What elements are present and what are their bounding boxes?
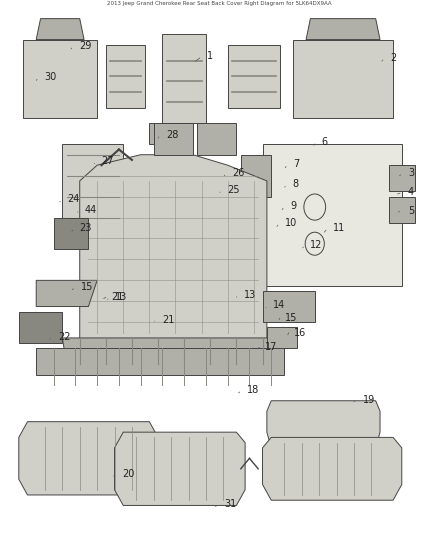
Text: 23: 23 bbox=[80, 223, 92, 233]
Text: 16: 16 bbox=[294, 328, 306, 338]
Polygon shape bbox=[62, 338, 276, 364]
Text: 9: 9 bbox=[290, 201, 296, 211]
Polygon shape bbox=[36, 349, 284, 375]
Text: 26: 26 bbox=[232, 168, 244, 178]
Text: 19: 19 bbox=[363, 395, 375, 405]
Polygon shape bbox=[19, 422, 158, 495]
Polygon shape bbox=[53, 217, 88, 249]
Text: 11: 11 bbox=[333, 223, 345, 233]
Text: 30: 30 bbox=[44, 72, 57, 82]
Polygon shape bbox=[80, 155, 267, 343]
Text: 13: 13 bbox=[244, 290, 257, 300]
Polygon shape bbox=[106, 45, 145, 108]
Text: 28: 28 bbox=[166, 130, 178, 140]
Text: 21: 21 bbox=[162, 314, 175, 325]
Polygon shape bbox=[36, 19, 84, 39]
Title: 2013 Jeep Grand Cherokee Rear Seat Back Cover Right Diagram for 5LK64DX9AA: 2013 Jeep Grand Cherokee Rear Seat Back … bbox=[107, 2, 331, 6]
Text: 27: 27 bbox=[102, 156, 114, 166]
Text: 17: 17 bbox=[265, 342, 277, 352]
Text: 25: 25 bbox=[228, 185, 240, 195]
Polygon shape bbox=[154, 123, 193, 155]
Text: 14: 14 bbox=[273, 301, 286, 311]
Polygon shape bbox=[149, 123, 176, 144]
Polygon shape bbox=[262, 144, 402, 286]
Polygon shape bbox=[267, 327, 297, 349]
Polygon shape bbox=[19, 312, 62, 343]
Polygon shape bbox=[306, 19, 380, 39]
Text: 15: 15 bbox=[81, 281, 93, 292]
Text: 20: 20 bbox=[122, 469, 135, 479]
Text: 6: 6 bbox=[322, 136, 328, 147]
Text: 5: 5 bbox=[408, 206, 414, 216]
Polygon shape bbox=[262, 291, 315, 322]
Text: 22: 22 bbox=[58, 332, 71, 342]
Text: 12: 12 bbox=[311, 240, 323, 250]
Polygon shape bbox=[293, 39, 393, 118]
Text: 8: 8 bbox=[292, 179, 298, 189]
Text: 44: 44 bbox=[85, 205, 97, 215]
Text: 29: 29 bbox=[79, 41, 91, 51]
Text: 10: 10 bbox=[285, 218, 297, 228]
Polygon shape bbox=[115, 432, 245, 505]
Polygon shape bbox=[262, 438, 402, 500]
Text: 1: 1 bbox=[207, 51, 213, 61]
Text: 18: 18 bbox=[247, 385, 260, 395]
Polygon shape bbox=[389, 197, 415, 223]
Polygon shape bbox=[23, 39, 97, 118]
Polygon shape bbox=[267, 401, 380, 448]
Text: 3: 3 bbox=[408, 168, 414, 178]
Polygon shape bbox=[36, 280, 97, 306]
Polygon shape bbox=[241, 155, 271, 197]
Polygon shape bbox=[162, 34, 206, 123]
Text: 7: 7 bbox=[293, 159, 299, 169]
Polygon shape bbox=[62, 144, 123, 238]
Text: 2: 2 bbox=[390, 53, 396, 63]
Text: 15: 15 bbox=[285, 313, 297, 323]
Text: 13: 13 bbox=[116, 292, 127, 302]
Text: 24: 24 bbox=[67, 194, 80, 204]
Polygon shape bbox=[228, 45, 280, 108]
Text: 21: 21 bbox=[111, 292, 124, 302]
Polygon shape bbox=[197, 123, 237, 155]
Text: 4: 4 bbox=[408, 188, 414, 197]
Polygon shape bbox=[389, 165, 415, 191]
Text: 31: 31 bbox=[224, 499, 237, 510]
